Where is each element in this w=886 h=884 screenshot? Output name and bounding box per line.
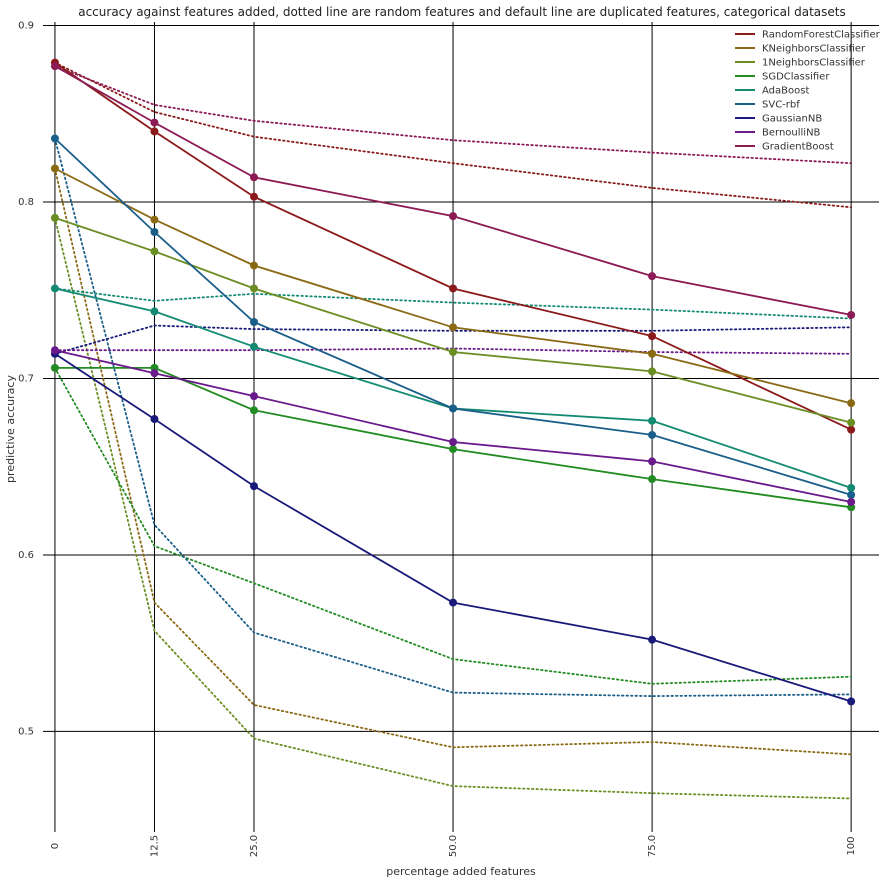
data-point: [249, 284, 258, 293]
y-tick-label: 0.5: [18, 726, 34, 737]
y-tick-label: 0.9: [18, 21, 34, 32]
legend-entry: AdaBoost: [762, 86, 809, 97]
duplicated-series-line: [54, 65, 852, 316]
data-point: [648, 332, 657, 341]
y-axis-label: predictive accuracy: [4, 375, 17, 483]
data-point: [249, 173, 258, 182]
data-point: [150, 228, 159, 236]
data-point: [249, 318, 258, 326]
duplicated-series-line: [54, 61, 852, 431]
data-point: [648, 272, 657, 281]
legend-entry: GradientBoost: [762, 142, 834, 153]
data-point: [648, 457, 657, 466]
duplicated-series-line: [54, 137, 852, 496]
x-tick-label: 75.0: [647, 835, 658, 857]
data-point: [150, 127, 159, 136]
data-point: [648, 367, 657, 376]
data-point: [847, 425, 856, 434]
legend: RandomForestClassifier KNeighborsClassifi…: [735, 30, 881, 153]
data-point: [449, 404, 458, 413]
data-point: [50, 213, 59, 222]
data-point: [50, 164, 59, 173]
random-series-line: [54, 216, 852, 800]
data-point: [847, 418, 856, 427]
data-point: [449, 323, 458, 332]
duplicated-series-line: [54, 167, 852, 405]
data-point: [50, 62, 59, 71]
data-point: [648, 635, 657, 644]
data-point: [449, 445, 458, 454]
y-tick-label: 0.6: [18, 550, 34, 561]
data-point: [249, 482, 258, 491]
y-tick-label: 0.7: [18, 373, 34, 384]
legend-entry: RandomForestClassifier: [762, 30, 881, 41]
data-point: [648, 416, 657, 425]
x-axis-ticks: 0 12.5 25.0 50.0 75.0 100: [50, 835, 857, 857]
data-point: [249, 261, 258, 270]
legend-entry: 1NeighborsClassifier: [762, 58, 866, 69]
data-point: [249, 192, 258, 201]
random-series-line: [54, 287, 852, 320]
data-point: [50, 346, 59, 355]
random-feature-series: [54, 61, 852, 800]
duplicated-series-line: [54, 353, 852, 703]
data-point: [150, 369, 159, 378]
data-point: [449, 284, 458, 293]
random-series-line: [54, 137, 852, 698]
data-point: [847, 490, 856, 499]
data-point: [449, 438, 458, 446]
data-point: [50, 134, 59, 143]
x-tick-label: 12.5: [149, 835, 160, 857]
data-point: [847, 399, 856, 408]
random-series-line: [54, 324, 852, 355]
duplicated-series-line: [54, 349, 852, 503]
random-series-line: [54, 366, 852, 685]
duplicated-series-line: [54, 366, 852, 509]
data-point: [648, 430, 657, 439]
data-point: [249, 342, 258, 351]
data-point: [847, 697, 856, 706]
y-axis-ticks: 0.5 0.6 0.7 0.8 0.9: [18, 21, 34, 738]
data-point: [847, 483, 856, 492]
data-point: [150, 307, 159, 316]
data-point: [449, 212, 458, 221]
data-point: [150, 118, 159, 127]
x-axis-label: percentage added features: [386, 865, 536, 878]
legend-entry: BernoulliNB: [762, 128, 821, 139]
y-tick-label: 0.8: [18, 197, 34, 208]
data-point: [648, 475, 657, 484]
duplicated-series-line: [54, 217, 852, 424]
data-point: [150, 215, 159, 224]
data-point: [150, 247, 159, 256]
data-point: [449, 598, 458, 607]
random-series-line: [54, 65, 852, 165]
random-series-line: [54, 61, 852, 209]
x-tick-label: 25.0: [249, 835, 260, 857]
legend-entry: GaussianNB: [762, 114, 822, 125]
duplicated-feature-series: [50, 58, 856, 706]
legend-entry: KNeighborsClassifier: [762, 44, 866, 55]
duplicated-series-line: [54, 287, 852, 489]
grid-lines: [43, 22, 879, 832]
data-point: [449, 348, 458, 356]
data-point: [847, 498, 856, 506]
data-point: [249, 392, 258, 401]
legend-entry: SVC-rbf: [762, 100, 800, 111]
data-point: [847, 310, 856, 319]
data-point: [648, 349, 657, 358]
x-tick-label: 50.0: [448, 835, 459, 857]
x-tick-label: 100: [846, 836, 857, 855]
x-tick-label: 0: [50, 843, 61, 849]
data-point: [50, 284, 59, 293]
legend-entry: SGDClassifier: [762, 72, 830, 83]
data-point: [150, 415, 159, 424]
data-point: [50, 363, 59, 372]
random-series-line: [54, 167, 852, 756]
chart-title: accuracy against features added, dotted …: [78, 5, 846, 19]
data-point: [249, 406, 258, 415]
